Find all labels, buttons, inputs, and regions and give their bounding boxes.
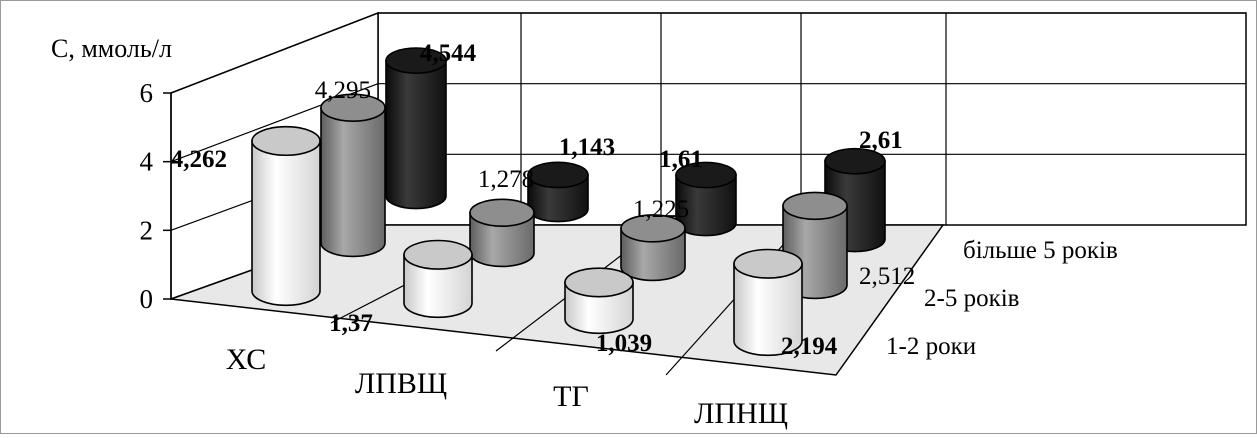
data-label: 2,61 (859, 127, 903, 154)
category-labels: ХС ЛПВЩ ТГ ЛПНЩ (226, 343, 788, 430)
series-label: 1-2 роки (886, 333, 976, 360)
series-label: 2-5 років (924, 285, 1019, 312)
data-label: 1,039 (596, 330, 652, 357)
data-label: 2,512 (859, 263, 915, 290)
bar (469, 198, 535, 268)
bar-body (320, 106, 386, 258)
bar-body (733, 262, 803, 357)
bar-top (564, 267, 634, 298)
data-label: 4,295 (315, 77, 371, 104)
data-label: 4,262 (171, 146, 227, 173)
bar (320, 93, 386, 258)
series-labels: 1-2 роки 2-5 років більше 5 років (886, 237, 1118, 360)
y-tick-label: 0 (140, 284, 154, 314)
y-tick-label: 2 (140, 215, 154, 245)
category-label: ЛПВЩ (355, 367, 447, 400)
data-label: 2,194 (781, 333, 838, 360)
bar (620, 214, 686, 282)
bar-top (385, 47, 447, 74)
data-label: 4,544 (420, 40, 477, 67)
data-label: 1,37 (329, 310, 373, 337)
y-tick-label: 4 (140, 147, 154, 177)
bar-top (251, 125, 321, 157)
data-label: 1,225 (633, 196, 689, 223)
bar-body (251, 140, 321, 307)
y-tick-label: 6 (140, 78, 154, 108)
bar-top (733, 248, 803, 279)
bar (527, 161, 589, 223)
bar (564, 267, 634, 335)
category-label: ЛПНЩ (694, 397, 788, 430)
category-label: ХС (226, 343, 267, 376)
data-label: 1,143 (559, 134, 615, 161)
bar (385, 47, 447, 210)
y-axis-title: С, ммоль/л (51, 34, 172, 63)
bar-body (385, 59, 447, 210)
bars (251, 47, 886, 357)
bar-body (403, 253, 473, 319)
bar (733, 248, 803, 357)
gridline-left (170, 12, 379, 94)
bar-top (469, 198, 535, 227)
category-label: ТГ (553, 380, 589, 413)
y-ticks: 0 2 4 6 (140, 78, 171, 314)
data-label: 1,278 (478, 166, 534, 193)
bar (251, 125, 321, 307)
bar-top (824, 147, 886, 175)
bar-top (320, 93, 386, 122)
bar-top (620, 214, 686, 243)
bar-top (782, 191, 848, 221)
bar-top (675, 161, 737, 189)
bar-top (403, 239, 473, 270)
bar (403, 239, 473, 319)
data-label: 1,61 (659, 146, 703, 173)
bar-top (527, 161, 589, 189)
series-label: більше 5 років (963, 237, 1118, 264)
gridlines (170, 12, 1246, 231)
value-labels: 4,262 1,37 1,039 2,194 4,295 1,278 1,225 2,512 4… (171, 40, 916, 360)
